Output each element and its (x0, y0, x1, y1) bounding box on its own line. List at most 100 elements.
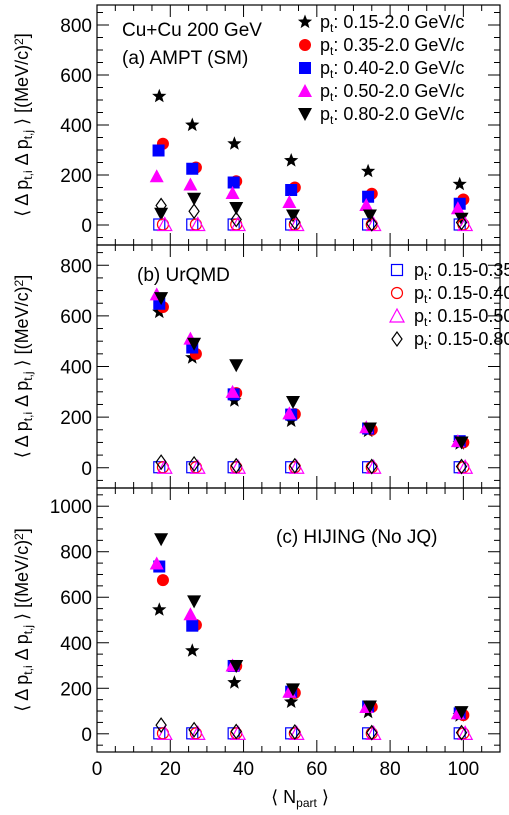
amptt-triangle-down-point (187, 192, 202, 206)
amptt-triangle-down-point (229, 202, 244, 215)
hijing-square-point (186, 619, 199, 632)
y-tick-label: 800 (60, 16, 92, 37)
y-tick-label: 1000 (50, 497, 92, 518)
hijing-triangle-down-point (187, 595, 202, 609)
urqmd-triangle-down-point (454, 436, 469, 450)
amptt-square-point (362, 190, 375, 203)
amptt-open-triangle-point (156, 216, 173, 232)
axis-ticks (96, 5, 501, 752)
urqmd-open-triangle-point (457, 458, 474, 474)
legend-label-a: pt: 0.50-2.0 GeV/c (320, 81, 464, 104)
amptt-star-point (452, 176, 467, 191)
x-axis-label: ⟨ Npart ⟩ (271, 787, 329, 810)
hijing-triangle-point (183, 607, 198, 621)
amptt-triangle-point (149, 169, 164, 183)
amptt-star-point (227, 136, 242, 150)
hijing-star-point (152, 602, 167, 616)
x-tick-label: 60 (306, 759, 327, 780)
amptt-open-triangle-point (457, 216, 474, 232)
legend-marker-b (390, 286, 404, 300)
legend-marker-a (298, 108, 312, 121)
y-tick-label: 400 (60, 116, 92, 137)
amptt-square-point (227, 176, 240, 189)
y-tick-label: 600 (60, 307, 92, 328)
urqmd-open-diamond-point (155, 454, 167, 471)
hijing-open-diamond-point (155, 717, 167, 734)
amptt-star-point (361, 163, 376, 178)
hijing-triangle-down-point (286, 683, 301, 697)
hijing-open-triangle-point (457, 725, 474, 740)
hijing-open-diamond-point (230, 723, 242, 740)
amptt-open-diamond-point (230, 211, 242, 228)
amptt-triangle-point (183, 177, 198, 191)
amptt-triangle-down-point (154, 207, 169, 221)
hijing-open-triangle-point (288, 725, 305, 740)
y-axis-label: ⟨ Δ pt,i Δ pt,j ⟩ [(MeV/c)2] (12, 275, 35, 459)
urqmd-open-triangle-point (288, 458, 305, 474)
legend-label-a: pt: 0.40-2.0 GeV/c (320, 58, 464, 81)
y-tick-label: 200 (60, 166, 92, 187)
legend-label-a: pt: 0.80-2.0 GeV/c (320, 104, 464, 127)
legend-label-a: pt: 0.35-2.0 GeV/c (320, 35, 464, 58)
hijing-triangle-down-point (362, 700, 377, 714)
legend-label-b: pt: 0.15-0.50 GeV/c (414, 306, 509, 329)
amptt-open-diamond-point (455, 214, 468, 231)
data-marks (149, 14, 474, 741)
amptt-triangle-point (359, 198, 374, 211)
legend-marker-b (390, 263, 404, 277)
y-tick-label: 800 (60, 543, 92, 564)
amptt-star-point (152, 88, 167, 103)
legend-marker-a (299, 62, 311, 74)
hijing-triangle-down-point (454, 706, 469, 720)
amptt-open-triangle-point (288, 216, 305, 232)
x-tick-label: 100 (448, 759, 480, 780)
x-tick-label: 20 (160, 759, 181, 780)
urqmd-triangle-down-point (286, 395, 301, 409)
hijing-circle-point (156, 574, 169, 587)
y-tick-label: 400 (60, 358, 92, 379)
hijing-open-diamond-point (188, 721, 200, 738)
urqmd-open-diamond-point (188, 455, 200, 472)
y-tick-label: 0 (81, 725, 92, 746)
urqmd-open-diamond-point (366, 458, 378, 475)
legend-label-b: pt: 0.15-0.40 GeV/c (414, 283, 509, 306)
amptt-square-point (152, 144, 165, 157)
urqmd-triangle-down-point (154, 292, 169, 306)
amptt-triangle-point (225, 186, 240, 199)
amptt-star-point (185, 117, 200, 132)
amptt-triangle-down-point (286, 209, 301, 223)
y-tick-label: 600 (60, 66, 92, 87)
annotation-model-c: (c) HIJING (No JQ) (276, 527, 438, 548)
hijing-triangle-down-point (154, 533, 169, 547)
y-tick-label: 0 (81, 459, 92, 480)
annotation-model-a: (a) AMPT (SM) (122, 48, 248, 69)
urqmd-open-triangle-point (156, 458, 173, 474)
amptt-square-point (285, 184, 298, 196)
hijing-open-diamond-point (366, 724, 378, 741)
hijing-triangle-down-point (229, 659, 244, 673)
hijing-star-point (185, 643, 200, 657)
y-tick-label: 600 (60, 588, 92, 609)
amptt-triangle-point (282, 195, 297, 208)
hijing-open-triangle-point (189, 725, 206, 740)
urqmd-triangle-point (282, 406, 297, 420)
amptt-triangle-point (450, 201, 465, 215)
y-tick-label: 200 (60, 679, 92, 700)
y-tick-label: 200 (60, 408, 92, 429)
annotation-system: Cu+Cu 200 GeV (122, 20, 262, 41)
amptt-open-triangle-point (189, 216, 206, 232)
x-tick-label: 40 (233, 759, 254, 780)
y-axis-label: ⟨ Δ pt,i Δ pt,j ⟩ [(MeV/c)2] (12, 33, 35, 217)
legend-marker-b (388, 307, 406, 323)
hijing-triangle-point (149, 556, 164, 570)
urqmd-open-diamond-point (230, 457, 242, 474)
amptt-open-diamond-point (289, 213, 301, 231)
amptt-star-point (284, 153, 299, 167)
amptt-open-diamond-point (155, 197, 167, 214)
hijing-open-triangle-point (230, 725, 247, 740)
legend-marker-a (298, 84, 312, 97)
hijing-open-diamond-point (289, 723, 301, 741)
hijing-star-point (284, 694, 299, 708)
legend-label-b: pt: 0.15-0.80 GeV/c (414, 329, 509, 352)
